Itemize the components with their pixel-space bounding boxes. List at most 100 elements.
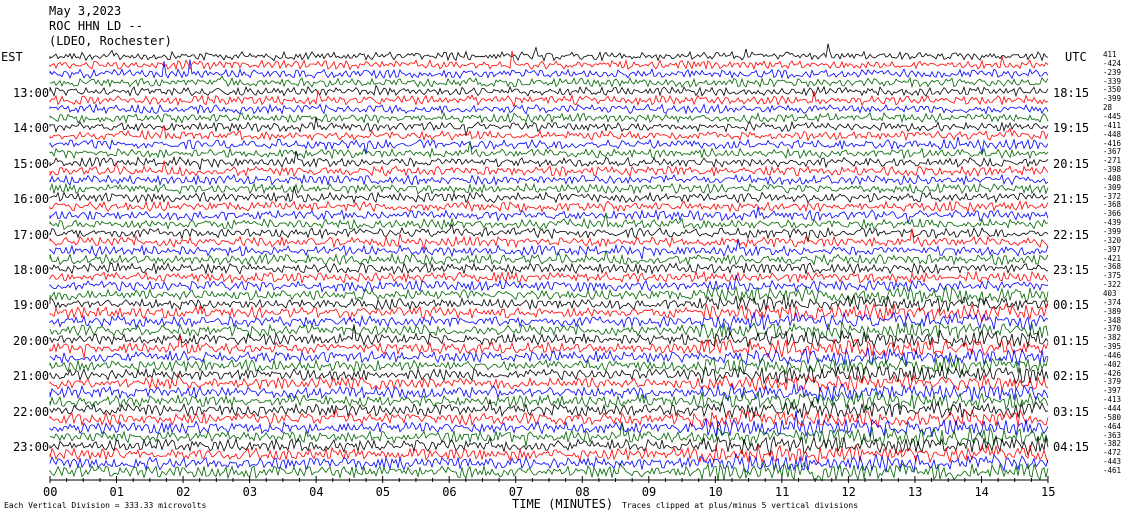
trace-21 — [49, 222, 1049, 242]
trace-mean-value: -322 — [1103, 280, 1122, 290]
trace-mean-value: -424 — [1103, 58, 1122, 68]
trace-8 — [49, 111, 1049, 124]
trace-22 — [49, 228, 1049, 250]
trace-mean-value: -446 — [1103, 350, 1122, 360]
trace-23 — [49, 239, 1049, 260]
trace-mean-value: -399 — [1103, 227, 1122, 236]
left-time-label: 16:00 — [13, 192, 50, 207]
trace-42 — [49, 407, 1049, 429]
trace-mean-value: -408 — [1103, 173, 1122, 183]
trace-mean-value: -580 — [1103, 412, 1122, 422]
trace-mean-value: -472 — [1103, 448, 1122, 458]
trace-34 — [49, 335, 1049, 359]
x-tick-label: 06 — [442, 485, 457, 499]
left-time-label: 23:00 — [13, 440, 50, 454]
trace-18 — [49, 199, 1049, 213]
trace-mean-value: -320 — [1103, 235, 1122, 245]
trace-mean-value: -350 — [1103, 85, 1122, 95]
trace-mean-value: -448 — [1103, 129, 1122, 139]
trace-38 — [49, 372, 1049, 393]
trace-43 — [49, 410, 1049, 439]
right-time-label: 03:15 — [1053, 404, 1090, 419]
trace-13 — [49, 150, 1049, 172]
left-time-label: 17:00 — [13, 227, 50, 242]
clip-note: Traces clipped at plus/minus 5 vertical … — [622, 501, 859, 510]
trace-mean-value: -461 — [1103, 465, 1122, 475]
x-tick-label: 11 — [774, 485, 790, 499]
right-time-label: 19:15 — [1053, 121, 1090, 136]
trace-3 — [49, 59, 1049, 80]
trace-25 — [49, 261, 1049, 276]
trace-46 — [49, 443, 1049, 465]
trace-mean-value: -389 — [1103, 306, 1122, 316]
x-tick-label: 13 — [907, 485, 923, 499]
trace-mean-value: -439 — [1103, 218, 1122, 228]
x-tick-label: 10 — [708, 485, 723, 499]
trace-mean-value: -374 — [1103, 297, 1122, 307]
trace-mean-value: -363 — [1103, 430, 1122, 440]
trace-5 — [49, 84, 1049, 98]
right-timezone-label: UTC — [1065, 50, 1087, 64]
trace-6 — [49, 89, 1049, 109]
trace-16 — [49, 182, 1049, 195]
trace-26 — [49, 270, 1049, 285]
left-time-label: 21:00 — [13, 369, 50, 384]
left-time-label: 19:00 — [13, 298, 50, 313]
trace-11 — [49, 136, 1049, 155]
x-axis-label: TIME (MINUTES) — [512, 497, 614, 511]
trace-35 — [49, 347, 1049, 367]
x-tick-label: 14 — [974, 485, 989, 499]
trace-mean-value: -239 — [1103, 67, 1122, 77]
trace-mean-value: -445 — [1103, 111, 1122, 121]
trace-15 — [49, 173, 1049, 187]
x-tick-label: 00 — [43, 485, 58, 499]
trace-mean-value: -399 — [1103, 94, 1122, 104]
trace-1 — [49, 43, 1049, 63]
left-time-label: 15:00 — [13, 156, 50, 171]
trace-mean-value: 28 — [1103, 103, 1113, 113]
trace-27 — [49, 274, 1049, 293]
right-time-label: 20:15 — [1053, 156, 1090, 171]
header-station: ROC HHN LD -- — [49, 19, 143, 33]
x-tick-label: 08 — [575, 485, 590, 499]
trace-mean-value: -397 — [1103, 244, 1122, 254]
trace-mean-value: -464 — [1103, 421, 1122, 431]
right-time-label: 04:15 — [1053, 440, 1090, 454]
trace-2 — [49, 50, 1049, 71]
trace-mean-value: -375 — [1103, 271, 1122, 281]
trace-28 — [49, 284, 1049, 305]
trace-mean-value: -366 — [1103, 209, 1122, 219]
trace-36 — [49, 355, 1049, 376]
trace-44 — [49, 422, 1049, 447]
left-time-label: 20:00 — [13, 333, 50, 348]
trace-4 — [49, 75, 1049, 89]
trace-mean-value: -382 — [1103, 439, 1122, 449]
trace-14 — [49, 160, 1049, 178]
trace-mean-value: -271 — [1103, 156, 1122, 166]
trace-mean-value: -379 — [1103, 377, 1122, 387]
trace-17 — [49, 186, 1049, 205]
trace-10 — [49, 124, 1049, 142]
trace-40 — [49, 390, 1049, 412]
trace-mean-value: -416 — [1103, 138, 1122, 148]
trace-45 — [49, 434, 1049, 457]
trace-mean-value: -402 — [1103, 359, 1122, 369]
x-tick-label: 02 — [176, 485, 191, 499]
trace-mean-value: -370 — [1103, 324, 1122, 334]
trace-mean-value: -426 — [1103, 368, 1122, 378]
trace-37 — [49, 365, 1049, 385]
trace-mean-value: 403 — [1103, 288, 1117, 298]
x-tick-label: 05 — [375, 485, 391, 499]
right-time-label: 22:15 — [1053, 227, 1090, 242]
trace-41 — [49, 399, 1049, 420]
trace-mean-value: -444 — [1103, 404, 1122, 413]
trace-mean-value: -443 — [1103, 457, 1122, 467]
trace-mean-value: -368 — [1103, 200, 1122, 210]
trace-48 — [49, 461, 1049, 483]
trace-39 — [49, 383, 1049, 403]
trace-20 — [49, 212, 1049, 231]
header-network: (LDEO, Rochester) — [49, 34, 172, 48]
trace-24 — [49, 250, 1049, 267]
x-tick-label: 12 — [841, 485, 856, 499]
